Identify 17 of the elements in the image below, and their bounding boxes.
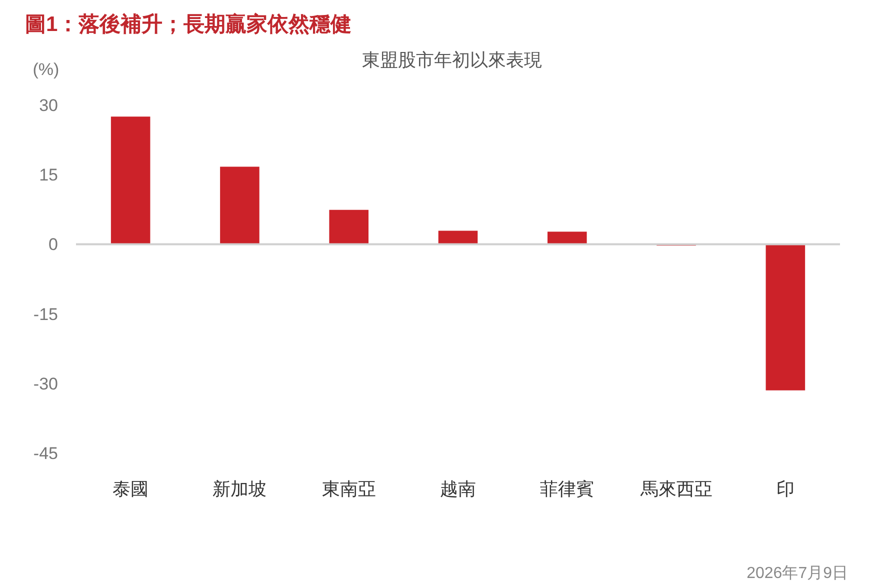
x-tick-label: 越南: [440, 479, 476, 499]
y-axis-title: (%): [32, 60, 60, 79]
x-tick-label: 泰國: [112, 479, 149, 499]
y-tick-label: 0: [48, 235, 58, 254]
x-tick-label: 印: [776, 479, 794, 499]
chart-title: 圖1：落後補升；長期贏家依然穩健: [25, 12, 352, 36]
x-tick-label: 東南亞: [322, 479, 376, 499]
x-tick-label: 馬來西亞: [639, 479, 712, 499]
x-tick-label: 新加坡: [212, 479, 267, 499]
text: 2026年7月9日: [746, 565, 848, 582]
y-tick-label: 30: [39, 96, 58, 115]
x-tick-label: 菲律賓: [540, 479, 594, 499]
y-tick-label: 15: [39, 166, 58, 185]
y-tick-label: -45: [33, 444, 58, 463]
y-tick-label: -30: [33, 374, 58, 394]
y-tick-label: -15: [33, 304, 58, 324]
chart-subtitle: 東盟股市年初以來表現: [362, 50, 542, 70]
